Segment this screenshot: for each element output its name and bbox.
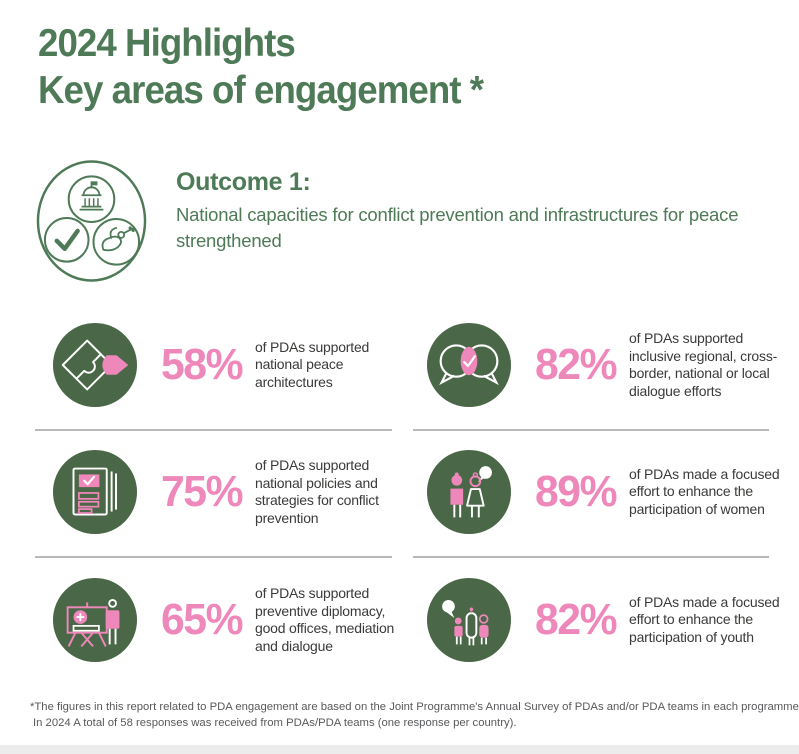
stat-value: 58% — [161, 340, 244, 389]
row-divider — [35, 429, 392, 431]
stat-description: of PDAs supported national policies and … — [255, 457, 379, 526]
stat-participation-women: 89% of PDAs made a focused effort to enh… — [426, 449, 791, 535]
row-divider — [413, 429, 769, 431]
stat-dialogue-efforts: 82% of PDAs supported inclusive regional… — [426, 322, 791, 408]
outcome-heading: Outcome 1: — [176, 168, 311, 196]
puzzle-pieces-arrow-icon — [52, 322, 138, 408]
page-bottom-strip — [0, 745, 799, 754]
row-divider — [413, 556, 769, 558]
youth-figures-icon — [426, 577, 512, 663]
outcome-section: Outcome 1: National capacities for confl… — [34, 158, 774, 285]
stat-description: of PDAs supported national peace archite… — [255, 338, 370, 390]
stat-value: 89% — [535, 467, 618, 516]
mediation-presentation-board-icon — [52, 577, 138, 663]
stat-description: of PDAs made a focused effort to enhance… — [629, 593, 780, 645]
women-figures-icon — [426, 449, 512, 535]
title-line-2: Key areas of engagement * — [38, 69, 484, 112]
stat-preventive-diplomacy: 65% of PDAs supported preventive diploma… — [52, 577, 417, 663]
outcome-description: National capacities for conflict prevent… — [176, 204, 739, 251]
stat-description: of PDAs made a focused effort to enhance… — [629, 465, 780, 517]
footnote-line-1: *The figures in this report related to P… — [30, 701, 799, 713]
footnote: *The figures in this report related to P… — [30, 700, 799, 731]
stat-description: of PDAs supported preventive diplomacy, … — [255, 585, 395, 654]
stat-participation-youth: 82% of PDAs made a focused effort to enh… — [426, 577, 791, 663]
row-divider — [35, 556, 392, 558]
stat-value: 82% — [535, 595, 618, 644]
institution-check-dove-badge-icon — [36, 160, 147, 282]
stat-peace-architectures: 58% of PDAs supported national peace arc… — [52, 322, 417, 408]
outcome-text: Outcome 1: National capacities for confl… — [176, 158, 774, 254]
dialogue-bubbles-check-icon — [426, 322, 512, 408]
stat-value: 82% — [535, 340, 618, 389]
page-title: 2024 Highlights Key areas of engagement … — [38, 20, 484, 114]
stat-value: 75% — [161, 467, 244, 516]
stat-policies-strategies: 75% of PDAs supported national policies … — [52, 449, 417, 535]
stat-value: 65% — [161, 595, 244, 644]
stat-description: of PDAs supported inclusive regional, cr… — [629, 330, 778, 399]
title-line-1: 2024 Highlights — [38, 22, 296, 65]
policy-document-icon — [52, 449, 138, 535]
footnote-line-2: In 2024 A total of 58 responses was rece… — [33, 716, 517, 729]
